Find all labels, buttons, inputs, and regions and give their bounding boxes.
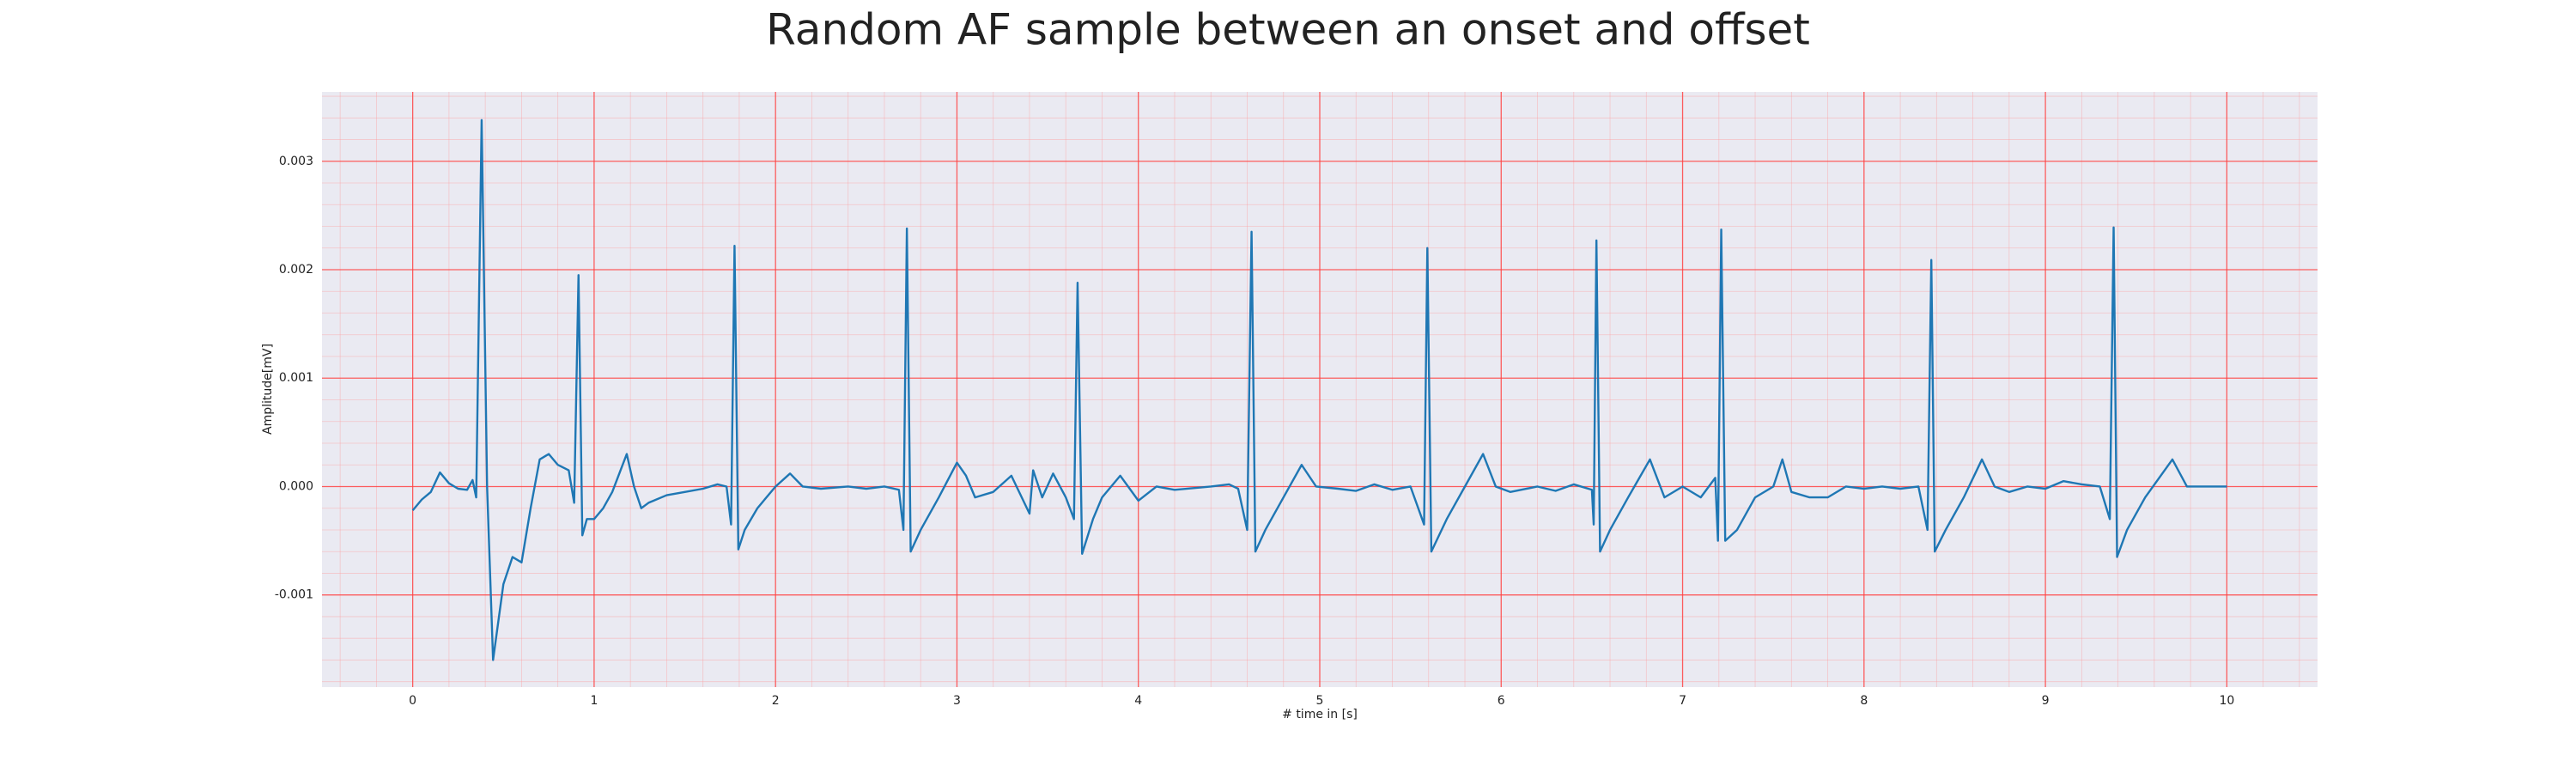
y-tick-label: 0.001 [279,371,313,385]
ecg-line [411,119,2227,661]
y-tick-label: 0.003 [279,155,313,168]
y-tick-label: 0.000 [279,479,313,493]
series [411,119,2227,661]
y-axis-label: Amplitude[mV] [261,344,275,435]
x-tick-label: 8 [1860,694,1868,708]
x-tick-label: 9 [2042,694,2050,708]
chart-title: Random AF sample between an onset and of… [766,5,1810,55]
grid [322,92,2318,687]
x-tick-label: 3 [953,694,961,708]
x-tick-label: 1 [590,694,598,708]
x-tick-label: 6 [1498,694,1505,708]
x-tick-label: 4 [1134,694,1142,708]
y-tick-label: 0.002 [279,263,313,277]
x-tick-label: 10 [2219,694,2234,708]
x-tick-label: 7 [1679,694,1686,708]
x-tick-label: 5 [1316,694,1324,708]
y-tick-label: -0.001 [275,588,313,602]
x-axis-label: # time in [s] [1282,708,1358,721]
x-tick-label: 0 [409,694,416,708]
x-tick-label: 2 [772,694,780,708]
